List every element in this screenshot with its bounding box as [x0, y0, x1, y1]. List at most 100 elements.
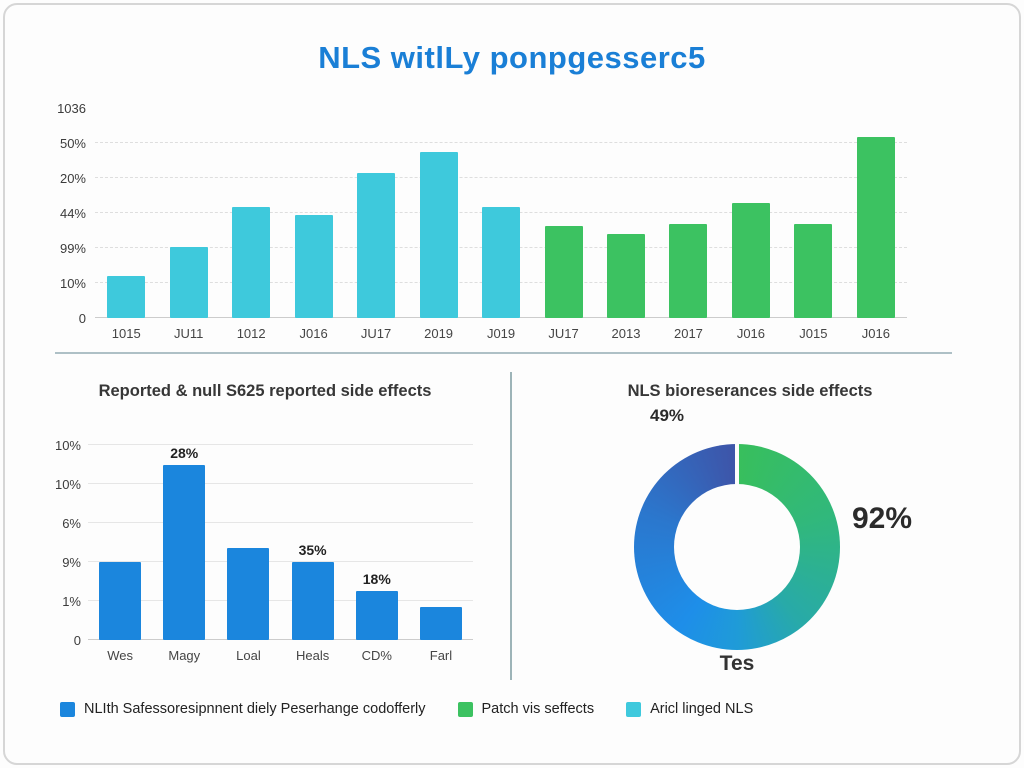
legend-swatch-icon: [457, 701, 473, 717]
bar-cell: [95, 108, 157, 318]
bar: [355, 591, 398, 640]
bar-cell: 35%: [281, 445, 345, 640]
y-axis-tick-label: 6%: [62, 516, 81, 531]
bar-cell: [532, 108, 594, 318]
bar: [606, 234, 645, 318]
bar: [419, 152, 458, 318]
x-axis-tick-label: Heals: [295, 648, 330, 663]
x-axis-tick-label: 2017: [673, 326, 703, 341]
legend-swatch-icon: [60, 701, 75, 717]
gridline: [88, 561, 473, 562]
gridline: [88, 522, 473, 523]
donut-chart-title: NLS bioreserances side effects: [627, 382, 873, 400]
x-axis-tick-label: J016: [299, 326, 328, 341]
bar-cell: [345, 108, 407, 318]
bar: [169, 246, 208, 318]
x-axis-tick-label: 1012: [236, 326, 266, 341]
x-axis-tick-label: J016: [861, 326, 890, 341]
x-axis-tick-label: Loal: [236, 648, 261, 663]
bar: [482, 206, 521, 318]
legend-swatch-icon: [626, 701, 642, 717]
x-axis-tick-label: J016: [736, 326, 766, 341]
vertical-divider: [510, 372, 512, 680]
donut-chart: [634, 444, 840, 650]
bar: [291, 562, 334, 640]
legend-label: Patch vis seffects: [481, 701, 595, 717]
bar: [227, 548, 270, 640]
y-axis-tick-label: 1036: [57, 101, 86, 116]
top-bar-chart-plot: 0 10% 99% 44% 20% 50% 1036: [57, 101, 907, 326]
bar: [419, 606, 462, 640]
bar: [99, 562, 142, 640]
bar-cell: [782, 108, 844, 318]
y-axis-tick-label: 0: [73, 633, 81, 648]
bar-cell: [88, 445, 152, 640]
donut-label-bottom: Tes: [719, 652, 755, 675]
x-axis-tick-label: JU17: [548, 326, 579, 341]
bar: [669, 223, 708, 318]
gridline: [95, 142, 907, 143]
x-axis-tick-label: 1015: [111, 326, 141, 341]
y-axis-tick-label: 10%: [54, 438, 81, 453]
bottom-left-chart-title: Reported & null S625 reported side effec…: [98, 382, 432, 400]
bar: [794, 223, 833, 318]
bar: [163, 465, 206, 640]
bar-cell: [407, 108, 469, 318]
top-bar-chart-x-axis: 1015 JU11 1012 J016 JU17 2019 J019 JU17 2013 2017…: [95, 326, 907, 341]
bar-cell: [470, 108, 532, 318]
legend-label: Aricl linged NLS: [650, 701, 754, 717]
bar: [731, 202, 770, 318]
legend-label: NLIth Safessoresipnnent diely Peserhange…: [84, 701, 426, 717]
bar-cell: [409, 445, 473, 640]
donut-hole: [674, 484, 800, 610]
x-axis-tick-label: JU11: [174, 326, 204, 341]
legend-item: Aricl linged NLS: [626, 701, 753, 717]
bar: [856, 137, 895, 318]
donut-chart-section: NLS bioreserances side effects 49% 92% T…: [520, 380, 1004, 675]
top-bar-chart: 0 10% 99% 44% 20% 50% 1036 1015 JU11 1012 J016 JU1…: [55, 100, 925, 350]
y-axis-tick-label: 10%: [59, 276, 86, 291]
bars-container: [95, 108, 907, 318]
page-title: NLS witlLy ponpgesserc5: [318, 40, 706, 75]
bar-cell: [720, 108, 782, 318]
legend: NLIth Safessoresipnnent diely Peserhange…: [60, 701, 753, 717]
x-axis-tick-label: 2019: [424, 326, 454, 341]
bottom-left-chart-plot: 0 1% 9% 6% 10% 10% 28% 35% 18%: [55, 438, 473, 648]
bar-cell: [845, 108, 907, 318]
x-axis-tick-label: JU17: [360, 326, 392, 341]
bottom-left-bar-chart: Reported & null S625 reported side effec…: [55, 380, 475, 675]
gridline: [88, 639, 473, 640]
bar-value-label: 18%: [362, 571, 391, 588]
bar-value-label: 35%: [298, 542, 327, 558]
legend-item: NLIth Safessoresipnnent diely Peserhange…: [60, 701, 426, 717]
x-axis-tick-label: CD%: [361, 648, 392, 663]
horizontal-divider: [55, 352, 952, 354]
y-axis-tick-label: 99%: [59, 241, 86, 256]
bar-cell: 28%: [152, 445, 216, 640]
bottom-left-chart-x-axis: Wes Magy Loal Heals CD% Farl: [88, 648, 473, 663]
bar: [357, 173, 396, 318]
bar-cell: [157, 108, 219, 318]
x-axis-tick-label: 2013: [611, 326, 641, 341]
y-axis-tick-label: 44%: [59, 206, 86, 221]
bar-cell: [657, 108, 719, 318]
y-axis-tick-label: 1%: [62, 594, 81, 609]
bars-container: 28% 35% 18%: [88, 445, 473, 640]
y-axis-tick-label: 50%: [59, 136, 86, 151]
bar-cell: 18%: [345, 445, 409, 640]
legend-item: Patch vis seffects: [457, 701, 595, 717]
bar: [544, 225, 583, 318]
bar: [232, 206, 271, 318]
bar-cell: [220, 108, 282, 318]
gridline: [95, 177, 907, 178]
y-axis-tick-label: 20%: [59, 171, 86, 186]
donut-label-right: 92%: [852, 502, 913, 535]
gridline: [88, 600, 473, 601]
bar: [294, 215, 333, 318]
bar-cell: [282, 108, 344, 318]
y-axis-tick-label: 0: [78, 311, 86, 326]
x-axis-tick-label: Magy: [168, 648, 201, 663]
x-axis-tick-label: Farl: [429, 648, 453, 663]
gridline: [88, 483, 473, 484]
